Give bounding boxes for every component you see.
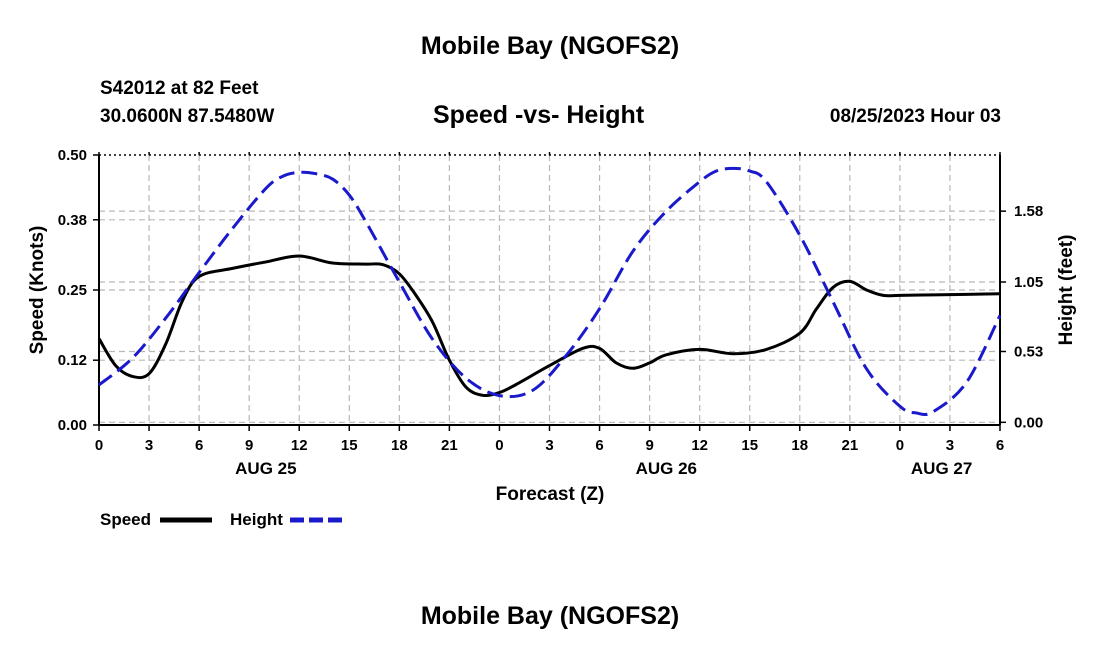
legend-speed-swatch [160,517,212,523]
x-tick-label: 18 [391,437,408,454]
series-layer [97,166,1002,417]
coordinates-label: 30.0600N 87.5480W [100,106,275,127]
x-tick-label: 3 [946,437,954,454]
x-tick-label: 21 [441,437,458,454]
x-tick-label: 6 [195,437,203,454]
y-tick-label: 0.50 [58,147,87,164]
x-tick-label: 3 [145,437,153,454]
legend-speed-label: Speed [100,510,152,529]
y-tick-label: 0.38 [58,212,87,229]
y2-tick-label: 0.53 [1014,343,1043,360]
x-tick-label: 9 [645,437,653,454]
x-tick-label: 0 [95,437,103,454]
x-tick-label: 3 [545,437,553,454]
chart-title: Mobile Bay (NGOFS2) [420,32,680,60]
y-tick-label: 0.00 [58,417,87,434]
y-tick-label: 0.25 [58,282,87,299]
date-label: AUG 27 [911,459,972,478]
y2-tick-label: 0.00 [1014,414,1043,431]
datetime-label: 08/25/2023 Hour 03 [829,106,1001,127]
x-tick-label: 0 [495,437,503,454]
y-tick-label: 0.12 [58,352,87,369]
date-label: AUG 25 [235,459,296,478]
y-axis-label: Speed (Knots) [27,226,48,355]
footer-title: Mobile Bay (NGOFS2) [420,602,680,630]
speed-series-line [97,254,1001,398]
x-tick-label: 9 [245,437,253,454]
x-tick-label: 6 [996,437,1004,454]
axis-layer: 0 3 6 9 12 15 18 21 0 3 6 9 12 15 18 21 0 3 6 AUG 25 AUG 26 A… [58,147,1043,478]
y2-tick-label: 1.05 [1014,274,1043,291]
date-label: AUG 26 [636,459,697,478]
legend-height-swatch [290,517,342,523]
chart-subtitle: Speed -vs- Height [433,101,645,129]
x-tick-label: 12 [691,437,708,454]
station-label: S42012 at 82 Feet [100,78,259,99]
x-tick-label: 15 [341,437,358,454]
legend-height-label: Height [230,510,283,529]
x-axis-label: Forecast (Z) [496,484,605,505]
x-tick-label: 0 [896,437,904,454]
y2-tick-label: 1.58 [1014,203,1043,220]
grid-layer [99,155,1000,425]
x-tick-label: 18 [791,437,808,454]
height-series-line [98,166,1002,417]
x-tick-label: 21 [841,437,858,454]
y2-axis-label: Height (feet) [1056,235,1077,346]
x-tick-label: 6 [595,437,603,454]
x-tick-label: 12 [291,437,308,454]
x-tick-label: 15 [741,437,758,454]
